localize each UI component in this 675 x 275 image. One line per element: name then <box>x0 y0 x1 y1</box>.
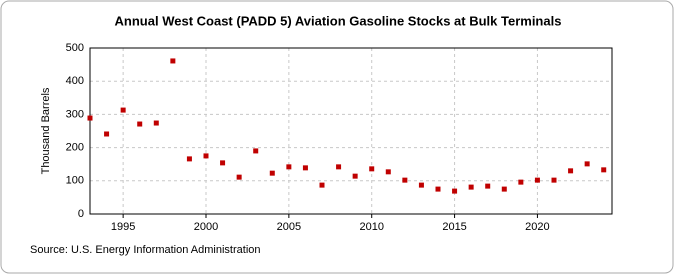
x-tick-label: 2015 <box>442 221 466 233</box>
x-tick-label: 2000 <box>194 221 218 233</box>
point <box>485 183 491 189</box>
point <box>601 167 607 173</box>
y-tick-label: 200 <box>66 142 84 154</box>
point <box>568 168 574 174</box>
point <box>518 179 524 185</box>
point <box>104 131 110 137</box>
point <box>551 177 557 183</box>
point <box>137 121 143 127</box>
x-tick-label: 1995 <box>111 221 135 233</box>
point <box>336 164 342 170</box>
point <box>269 170 275 176</box>
plot-border <box>89 47 613 215</box>
chart-title: Annual West Coast (PADD 5) Aviation Gaso… <box>115 13 562 28</box>
point <box>385 169 391 175</box>
point <box>452 188 458 194</box>
point <box>534 177 540 183</box>
point <box>319 182 325 188</box>
point <box>369 166 375 172</box>
y-tick-label: 400 <box>66 75 84 87</box>
x-tick-label: 2010 <box>359 221 383 233</box>
x-tick-label: 2005 <box>277 221 301 233</box>
point <box>435 186 441 192</box>
point <box>352 173 358 179</box>
y-axis-label: Thousand Barrels <box>40 87 52 174</box>
point <box>120 107 126 113</box>
x-tick-label: 2020 <box>525 221 549 233</box>
y-tick-label: 100 <box>66 175 84 187</box>
point <box>468 184 474 190</box>
point <box>186 156 192 162</box>
point <box>203 153 209 159</box>
point <box>87 115 93 121</box>
point <box>584 161 590 167</box>
point <box>220 160 226 166</box>
point <box>286 164 292 170</box>
point <box>170 58 176 64</box>
point <box>302 165 308 171</box>
point <box>153 120 159 126</box>
point <box>253 148 259 154</box>
source-note: Source: U.S. Energy Information Administ… <box>30 244 261 256</box>
y-tick-label: 500 <box>66 42 84 54</box>
point <box>402 177 408 183</box>
point <box>418 182 424 188</box>
y-tick-label: 0 <box>78 208 84 220</box>
y-tick-label: 300 <box>66 108 84 120</box>
point <box>236 174 242 180</box>
point <box>501 186 507 192</box>
